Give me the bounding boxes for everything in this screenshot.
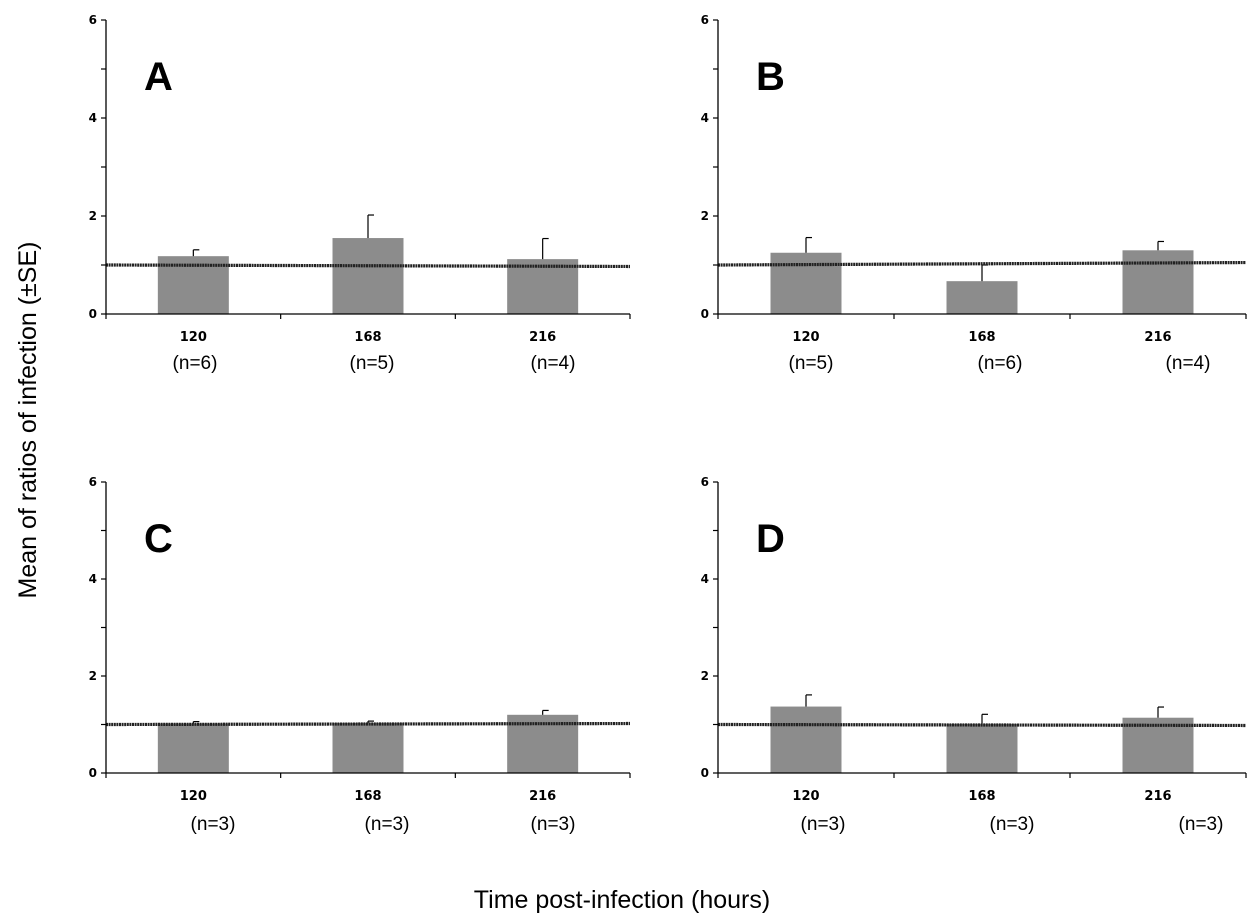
y-tick-label: 6 bbox=[701, 475, 709, 489]
x-tick-label: 216 bbox=[529, 789, 556, 804]
y-tick-label: 4 bbox=[89, 111, 97, 125]
panel-c: 0 2 4 6 120 168 216 (n=3) (n=3) (n=3) C bbox=[89, 475, 631, 835]
sample-size-label: (n=6) bbox=[978, 353, 1023, 374]
sample-size-label: (n=6) bbox=[173, 353, 218, 374]
sample-size-label: (n=3) bbox=[531, 814, 576, 835]
sample-size-label: (n=3) bbox=[365, 814, 410, 835]
reference-line bbox=[717, 260, 1247, 267]
x-tick-label: 120 bbox=[180, 330, 207, 345]
sample-size-label: (n=3) bbox=[1179, 814, 1224, 835]
sample-size-label: (n=4) bbox=[1166, 353, 1211, 374]
y-tick-label: 6 bbox=[701, 13, 709, 27]
sample-size-label: (n=5) bbox=[789, 353, 834, 374]
panel-letter: B bbox=[756, 55, 785, 99]
y-tick-label: 4 bbox=[89, 572, 97, 586]
x-tick-label: 168 bbox=[968, 330, 995, 345]
bar-120 bbox=[770, 706, 842, 773]
y-tick-label: 0 bbox=[89, 766, 97, 780]
y-tick-label: 4 bbox=[701, 111, 709, 125]
sample-size-label: (n=3) bbox=[990, 814, 1035, 835]
reference-line bbox=[105, 263, 631, 269]
panel-letter: A bbox=[144, 55, 173, 99]
x-tick-label: 120 bbox=[180, 789, 207, 804]
bar-168 bbox=[332, 238, 404, 314]
panel-letter: C bbox=[144, 517, 173, 561]
y-tick-label: 6 bbox=[89, 13, 97, 27]
sample-size-label: (n=3) bbox=[191, 814, 236, 835]
panel-a: 0 2 4 6 120 168 216 (n=6) (n=5) (n=4) A bbox=[89, 13, 631, 374]
x-tick-label: 216 bbox=[1144, 330, 1171, 345]
reference-line bbox=[717, 722, 1247, 728]
y-tick-label: 2 bbox=[89, 209, 97, 223]
x-tick-label: 168 bbox=[354, 789, 381, 804]
x-tick-label: 216 bbox=[1144, 789, 1171, 804]
y-axis-title: Mean of ratios of infection (±SE) bbox=[14, 242, 42, 599]
y-tick-label: 0 bbox=[701, 307, 709, 321]
chart-panels: 0 2 4 6 120 168 216 (n=6) (n=5) (n=4) A 0 2 4 6 120 168 2… bbox=[89, 13, 1247, 835]
x-tick-label: 216 bbox=[529, 330, 556, 345]
y-tick-label: 4 bbox=[701, 572, 709, 586]
x-tick-label: 168 bbox=[968, 789, 995, 804]
bar-216 bbox=[507, 259, 579, 314]
panel-b: 0 2 4 6 120 168 216 (n=5) (n=6) (n=4) B bbox=[701, 13, 1247, 374]
bar-120 bbox=[770, 252, 842, 314]
sample-size-label: (n=4) bbox=[531, 353, 576, 374]
bar-168 bbox=[332, 723, 404, 773]
x-axis-title: Time post-infection (hours) bbox=[474, 886, 770, 914]
sample-size-label: (n=3) bbox=[801, 814, 846, 835]
panel-letter: D bbox=[756, 517, 785, 561]
bar-120 bbox=[157, 723, 229, 773]
y-tick-label: 2 bbox=[701, 209, 709, 223]
bar-216 bbox=[1122, 250, 1194, 314]
bar-168 bbox=[946, 281, 1018, 314]
bar-168 bbox=[946, 724, 1018, 773]
x-tick-label: 120 bbox=[792, 330, 819, 345]
y-tick-label: 0 bbox=[701, 766, 709, 780]
y-tick-label: 2 bbox=[89, 669, 97, 683]
reference-line bbox=[105, 721, 631, 727]
sample-size-label: (n=5) bbox=[350, 353, 395, 374]
y-tick-label: 0 bbox=[89, 307, 97, 321]
y-tick-label: 6 bbox=[89, 475, 97, 489]
y-tick-label: 2 bbox=[701, 669, 709, 683]
x-tick-label: 120 bbox=[792, 789, 819, 804]
panel-d: 0 2 4 6 120 168 216 (n=3) (n=3) (n=3) D bbox=[701, 475, 1247, 835]
x-tick-label: 168 bbox=[354, 330, 381, 345]
